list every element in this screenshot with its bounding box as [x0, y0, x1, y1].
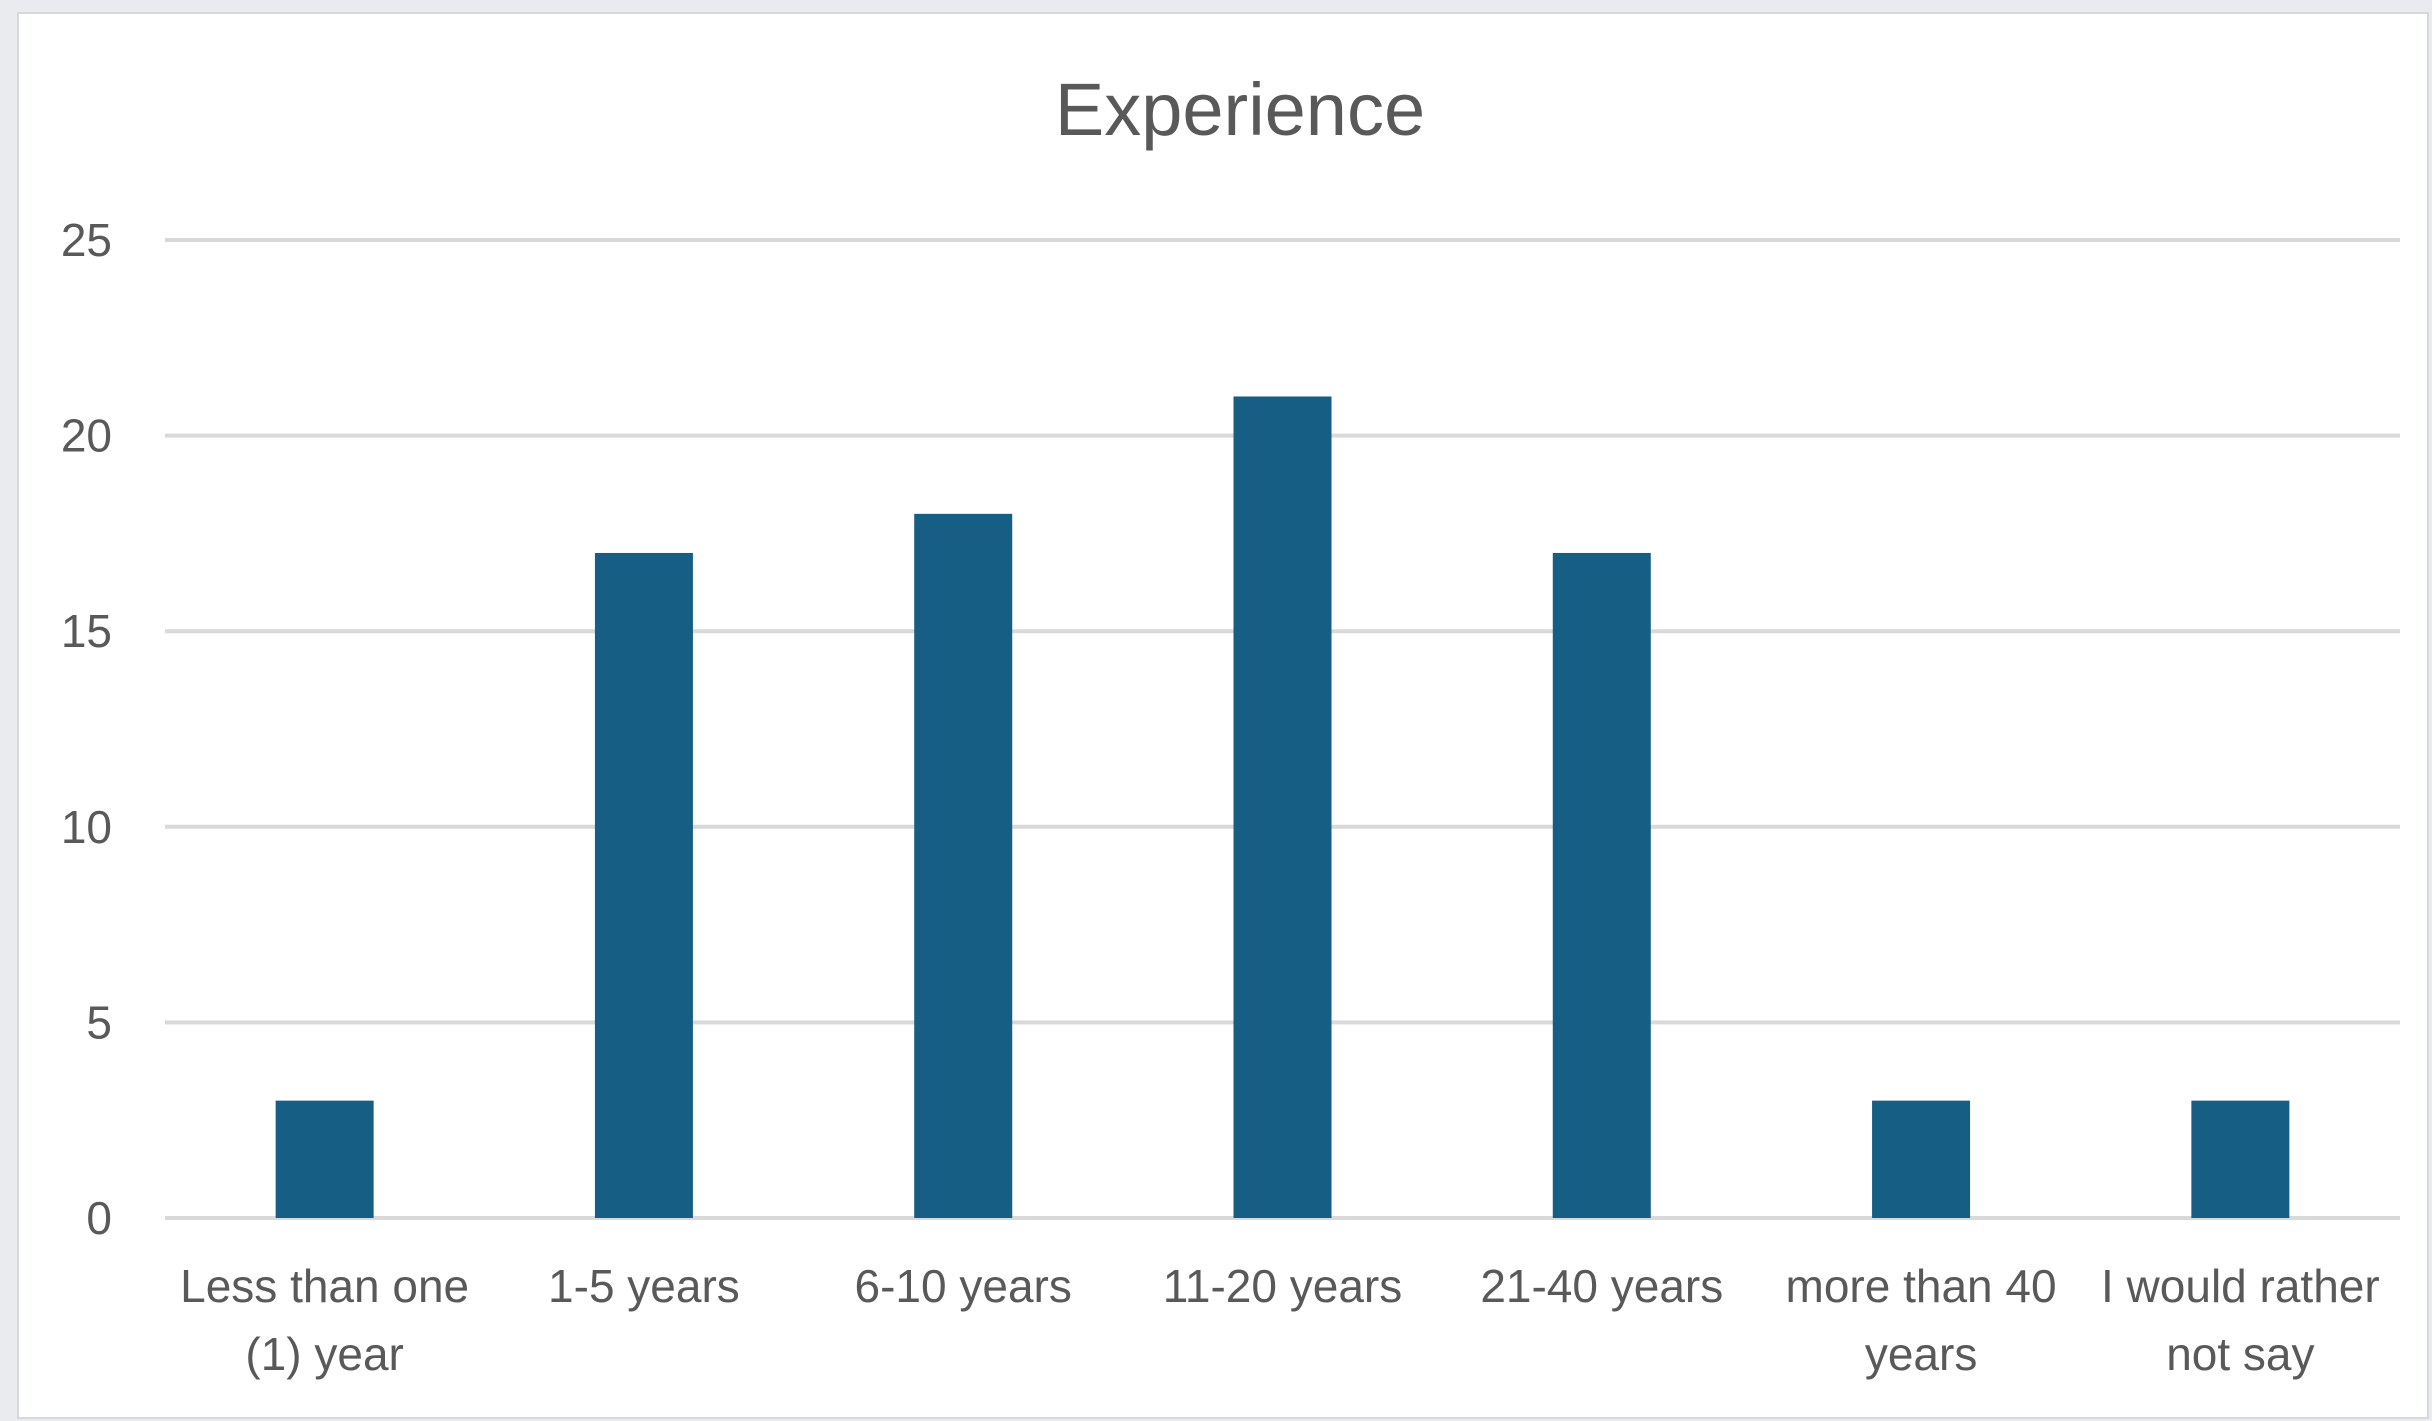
x-category-label-line: I would rather [2101, 1260, 2380, 1312]
x-category-label-line: Less than one [180, 1260, 469, 1312]
bars [275, 396, 2290, 1219]
x-category-label-line: 6-10 years [855, 1260, 1072, 1312]
bar [1552, 552, 1651, 1218]
y-tick-label: 20 [61, 410, 112, 462]
chart-frame [17, 12, 2429, 1419]
y-tick-label: 10 [61, 801, 112, 853]
x-category-label-line: years [1865, 1328, 1977, 1380]
x-axis-labels: Less than one (1) year 1-5 years 6-10 years… [180, 1260, 2380, 1380]
x-category-label: 11-20 years [1163, 1260, 1403, 1312]
x-category-label: I would rather not say [2101, 1260, 2380, 1380]
x-category-label-line: more than 40 [1786, 1260, 2057, 1312]
y-tick-label: 25 [61, 214, 112, 266]
x-category-label: more than 40 years [1786, 1260, 2057, 1380]
x-category-label-line: (1) year [245, 1328, 403, 1380]
y-tick-label: 15 [61, 605, 112, 657]
y-tick-label: 5 [86, 996, 112, 1048]
x-category-label: 21-40 years [1480, 1260, 1723, 1312]
y-tick-label: 0 [86, 1192, 112, 1244]
bar [1233, 396, 1332, 1219]
y-axis-ticks: 0 5 10 15 20 25 [61, 214, 112, 1244]
x-category-label: 6-10 years [855, 1260, 1072, 1312]
x-category-label: Less than one (1) year [180, 1260, 469, 1380]
x-category-label: 1-5 years [548, 1260, 740, 1312]
bar [275, 1100, 374, 1218]
x-category-label-line: 21-40 years [1480, 1260, 1723, 1312]
x-category-label-line: 1-5 years [548, 1260, 740, 1312]
x-category-label-line: not say [2166, 1328, 2314, 1380]
bar [1872, 1100, 1971, 1218]
x-category-label-line: 11-20 years [1163, 1260, 1403, 1312]
chart-title: Experience [1055, 68, 1425, 151]
bar [594, 552, 693, 1218]
bar [914, 513, 1013, 1218]
bar [2191, 1100, 2290, 1218]
